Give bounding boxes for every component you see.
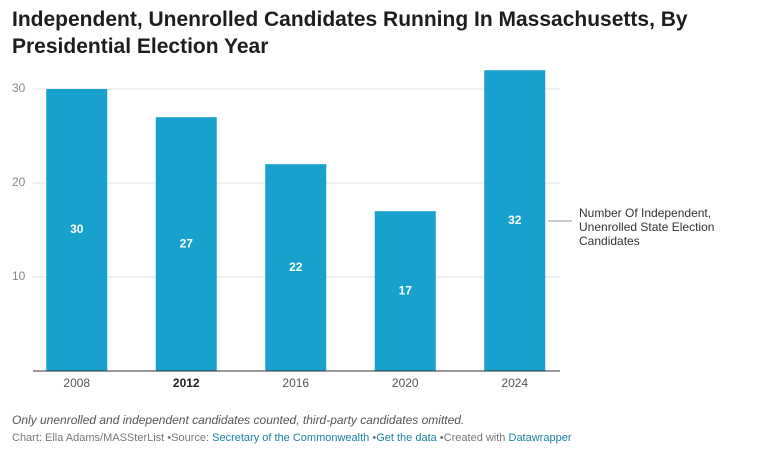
chart-title: Independent, Unenrolled Candidates Runni…: [12, 8, 688, 58]
value-label: 32: [508, 213, 522, 227]
note: Only unenrolled and independent candidat…: [12, 413, 465, 427]
value-label: 27: [180, 236, 194, 250]
x-tick-label: 2012: [173, 376, 200, 390]
bar: [155, 117, 217, 371]
value-label: 22: [289, 260, 303, 274]
tool-link[interactable]: Datawrapper: [508, 432, 572, 444]
bar: [484, 70, 546, 371]
x-tick-label: 2016: [282, 376, 309, 390]
separator: [369, 432, 376, 444]
created-label: Created with: [443, 432, 506, 444]
x-tick-label: 2024: [501, 376, 528, 390]
source-link[interactable]: Secretary of the Commonwealth: [212, 432, 370, 444]
series-label: Number Of Independent, Unenrolled State …: [579, 206, 715, 248]
data-link[interactable]: Get the data: [376, 432, 437, 444]
credits: Chart: Ella Adams/MASSterList Source: Sec…: [12, 432, 571, 444]
x-tick-label: 2008: [63, 376, 90, 390]
y-tick-label: 10: [12, 269, 26, 283]
separator: [164, 432, 171, 444]
value-label: 30: [70, 222, 84, 236]
byline: Chart: Ella Adams/MASSterList: [12, 432, 165, 444]
bar: [265, 164, 327, 371]
bar: [374, 211, 436, 371]
bar: [46, 89, 108, 371]
source-label: Source:: [171, 432, 210, 444]
y-tick-label: 30: [12, 81, 26, 95]
x-tick-label: 2020: [392, 376, 419, 390]
y-tick-label: 20: [12, 175, 26, 189]
value-label: 17: [399, 283, 413, 297]
separator: [437, 432, 444, 444]
